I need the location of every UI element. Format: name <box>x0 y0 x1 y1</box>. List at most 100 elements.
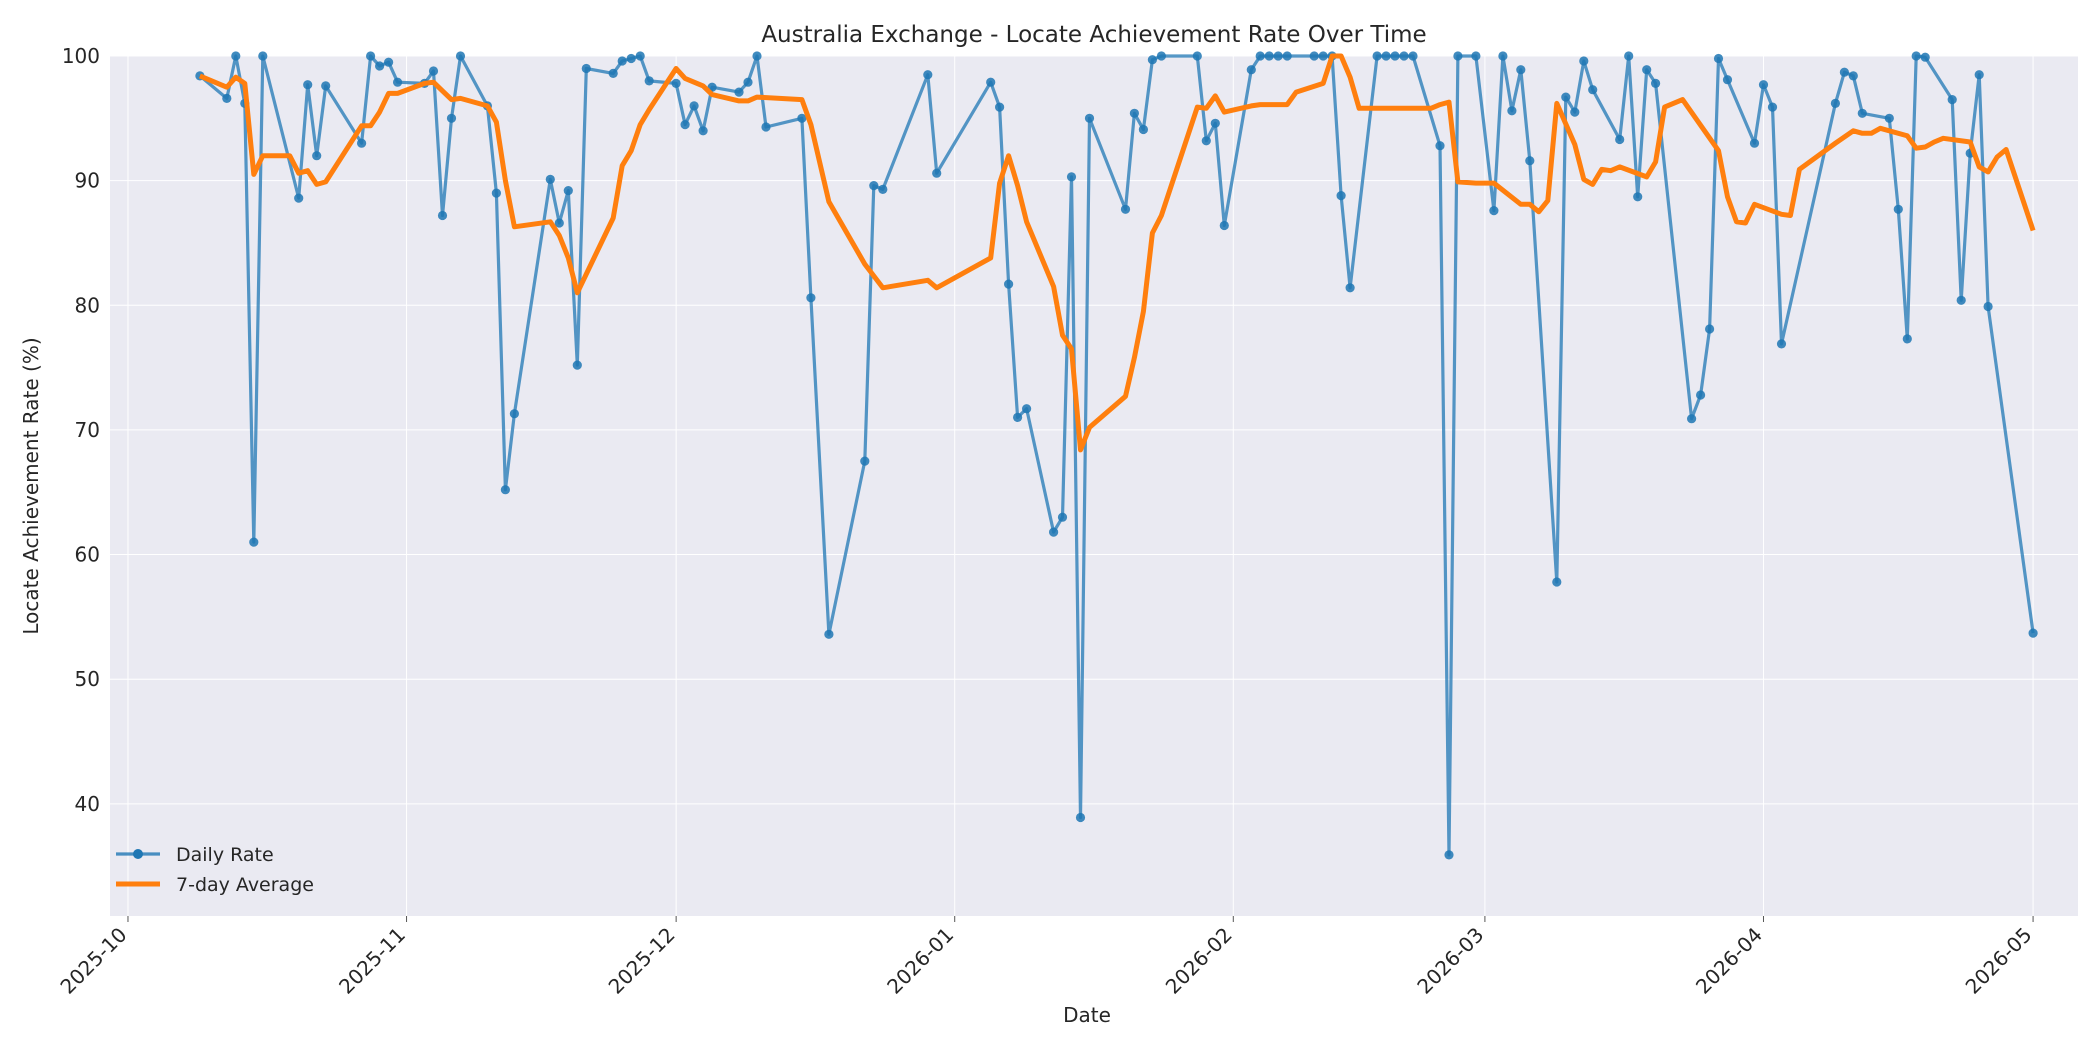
data-point-daily-rate <box>1633 192 1643 202</box>
data-point-daily-rate <box>1498 51 1508 61</box>
data-point-daily-rate <box>1399 51 1409 61</box>
x-tick-label: 2025-12 <box>604 923 680 999</box>
data-point-daily-rate <box>231 51 241 61</box>
data-point-daily-rate <box>294 193 304 203</box>
data-point-daily-rate <box>1219 220 1229 231</box>
data-point-daily-rate <box>2028 628 2038 638</box>
data-point-daily-rate <box>1516 65 1526 75</box>
data-point-daily-rate <box>860 456 870 466</box>
data-point-daily-rate <box>491 188 501 198</box>
data-point-daily-rate <box>1830 98 1840 108</box>
data-point-daily-rate <box>1201 136 1211 146</box>
series-layer <box>195 51 2038 860</box>
data-point-daily-rate <box>680 120 690 130</box>
series-line-daily-rate <box>198 54 2035 857</box>
data-point-daily-rate <box>626 53 636 64</box>
data-point-daily-rate <box>635 51 645 61</box>
data-point-daily-rate <box>1309 51 1319 61</box>
data-point-daily-rate <box>1013 412 1023 422</box>
data-point-daily-rate <box>303 80 313 90</box>
plot-area-background <box>110 56 2078 916</box>
data-point-daily-rate <box>249 537 259 547</box>
data-point-daily-rate <box>1758 80 1769 90</box>
y-tick-label: 40 <box>75 792 100 816</box>
data-point-daily-rate <box>1210 118 1220 128</box>
data-point-daily-rate <box>1282 51 1292 61</box>
data-point-daily-rate <box>923 70 933 80</box>
data-point-daily-rate <box>1713 53 1724 64</box>
y-tick-label: 60 <box>75 543 100 567</box>
data-point-daily-rate <box>761 122 771 132</box>
data-point-daily-rate <box>1974 70 1984 80</box>
data-point-daily-rate <box>1767 102 1778 112</box>
data-point-daily-rate <box>312 151 322 161</box>
data-point-daily-rate <box>1156 51 1166 61</box>
data-point-daily-rate <box>1552 577 1562 587</box>
data-point-daily-rate <box>1749 138 1760 148</box>
data-point-daily-rate <box>437 210 448 221</box>
data-point-daily-rate <box>572 360 582 370</box>
data-point-daily-rate <box>797 113 807 123</box>
data-point-daily-rate <box>1947 95 1957 105</box>
data-point-daily-rate <box>545 174 555 184</box>
data-point-daily-rate <box>743 77 753 87</box>
data-point-daily-rate <box>1776 339 1787 349</box>
data-point-daily-rate <box>1453 51 1463 61</box>
data-point-daily-rate <box>1911 51 1921 61</box>
data-point-daily-rate <box>1722 75 1733 85</box>
chart-title: Australia Exchange - Locate Achievement … <box>761 22 1426 48</box>
data-point-daily-rate <box>1507 106 1517 116</box>
data-point-daily-rate <box>1192 51 1202 61</box>
data-point-daily-rate <box>222 93 232 103</box>
legend: Daily Rate 7-day Average <box>116 844 314 896</box>
legend-label-daily-rate: Daily Rate <box>176 844 274 866</box>
data-point-daily-rate <box>1049 527 1059 537</box>
data-point-daily-rate <box>581 63 591 74</box>
data-point-daily-rate <box>446 113 457 123</box>
data-point-daily-rate <box>1004 279 1014 289</box>
data-point-daily-rate <box>1615 134 1625 145</box>
data-point-daily-rate <box>1318 51 1328 61</box>
data-point-daily-rate <box>1390 51 1400 61</box>
x-tick-label: 2026-05 <box>1961 923 2037 999</box>
data-point-daily-rate <box>878 184 888 194</box>
data-point-daily-rate <box>393 77 403 87</box>
data-point-daily-rate <box>1651 78 1661 88</box>
x-axis-ticks: 2025-10 2025-11 2025-12 2026-01 2026-02 2026-… <box>55 916 2037 999</box>
data-point-daily-rate <box>1687 414 1697 424</box>
data-point-daily-rate <box>1273 51 1283 61</box>
x-tick-label: 2026-01 <box>882 923 958 999</box>
data-point-daily-rate <box>1588 85 1598 95</box>
data-point-daily-rate <box>1435 141 1445 151</box>
y-tick-label: 90 <box>75 169 100 193</box>
data-point-daily-rate <box>1705 324 1715 334</box>
data-point-daily-rate <box>671 78 681 88</box>
data-point-daily-rate <box>1696 390 1706 400</box>
data-point-daily-rate <box>1372 51 1382 61</box>
series-line-7-day-average <box>198 53 2036 453</box>
grid-lines <box>110 55 2078 916</box>
data-point-daily-rate <box>752 51 762 61</box>
data-point-daily-rate <box>1138 124 1148 135</box>
data-point-daily-rate <box>1525 156 1535 166</box>
data-point-daily-rate <box>1255 51 1265 61</box>
data-point-daily-rate <box>1839 67 1849 77</box>
data-point-daily-rate <box>1642 65 1652 75</box>
data-point-daily-rate <box>734 87 744 97</box>
data-point-daily-rate <box>1084 113 1095 123</box>
data-point-daily-rate <box>1075 812 1086 823</box>
x-axis-label: Date <box>1063 1003 1111 1027</box>
x-tick-label: 2026-03 <box>1412 923 1488 999</box>
data-point-daily-rate <box>1848 71 1858 81</box>
data-point-daily-rate <box>1057 512 1068 522</box>
data-point-daily-rate <box>1920 52 1930 62</box>
y-axis-ticks: 40 50 60 70 80 90 100 <box>62 44 100 816</box>
x-tick-label: 2026-04 <box>1691 923 1767 999</box>
data-point-daily-rate <box>384 57 394 67</box>
data-point-daily-rate <box>258 51 268 61</box>
data-point-daily-rate <box>986 77 996 87</box>
data-point-daily-rate <box>1884 113 1894 123</box>
data-point-daily-rate <box>500 485 510 495</box>
data-point-daily-rate <box>1471 51 1481 61</box>
